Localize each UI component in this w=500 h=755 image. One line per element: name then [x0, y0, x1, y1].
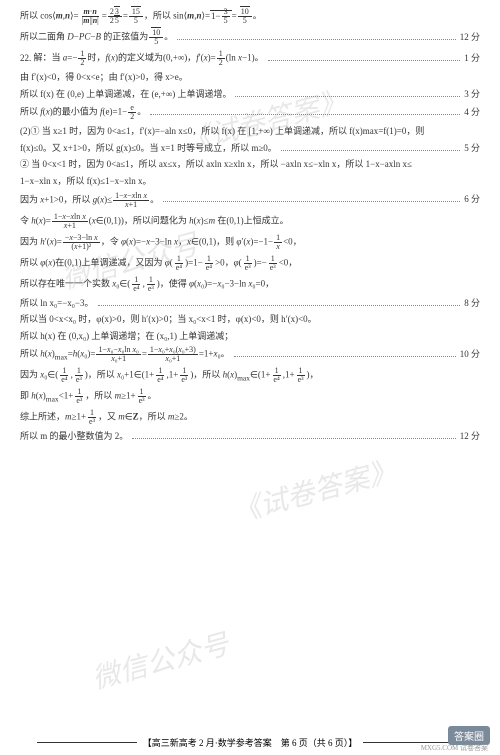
text-line: 所以 h(x) 在 (0,x₀) 上单调递增；在 (x₀,1) 上单调递减； [20, 330, 480, 343]
score-mark: 12 分 [460, 430, 480, 443]
line-content: 由 f′(x)<0，得 0<x<e；由 f′(x)>0，得 x>e。 [20, 71, 480, 84]
text-line: 所以 φ(x)在(0,1)上单调递减，又因为 φ(1e⁴)=1−1e⁴>0，φ(… [20, 255, 480, 272]
text-line: 所以 f(x) 在 (0,e) 上单调递减，在 (e,+∞) 上单调递增。 3 … [20, 88, 480, 101]
line-content: (2)① 当 x≥1 时，因为 0<a≤1，f′(x)=−aln x≤0，所以 … [20, 125, 480, 138]
watermark-text: 微信公众号 [87, 623, 233, 698]
site-badge-sub: MXG5.COM 试卷答案 [421, 743, 488, 753]
dot-leader [281, 144, 460, 151]
text-line: 所以当 0<x<x₀ 时，φ(x)>0，则 h′(x)>0；当 x₀<x<1 时… [20, 313, 480, 326]
dot-leader [177, 33, 456, 40]
line-content: 所以 cos⟨m,n⟩=m·n|m||n|=2325=155，所以 sin⟨m,… [20, 8, 262, 25]
line-content: 所以 h(x) 在 (0,x₀) 上单调递增；在 (x₀,1) 上单调递减； [20, 330, 480, 343]
dot-leader [234, 350, 456, 357]
line-content: 所以 φ(x)在(0,1)上单调递减，又因为 φ(1e⁴)=1−1e⁴>0，φ(… [20, 255, 480, 272]
text-line: ② 当 0<x<1 时，因为 0<a≤1，所以 ax≤x，所以 axln x≥x… [20, 158, 480, 171]
line-content: 令 h(x)=1−x−xln xx+1(x∈(0,1))，所以问题化为 h(x)… [20, 213, 480, 230]
footer-text: 【高三新高考 2 月·数学参考答案 第 6 页（共 6 页）】 [143, 736, 358, 749]
line-content: 因为 x₀∈(1e⁴,1e³)，所以 x₀+1∈(1+1e⁴,1+1e³)，所以… [20, 367, 480, 384]
score-mark: 6 分 [464, 193, 480, 206]
text-line: 综上所述，m≥1+1e³，又 m∈Z，所以 m≥2。 [20, 409, 480, 426]
answer-page: 所以 cos⟨m,n⟩=m·n|m||n|=2325=155，所以 sin⟨m,… [0, 0, 500, 455]
line-content: f(x)≤0。又 x+1>0，所以 g(x)≤0。当 x=1 时等号成立，所以 … [20, 142, 277, 155]
text-line: 所以 ln x₀=−x₀−3。 8 分 [20, 297, 480, 310]
line-content: 综上所述，m≥1+1e³，又 m∈Z，所以 m≥2。 [20, 409, 480, 426]
text-line: (2)① 当 x≥1 时，因为 0<a≤1，f′(x)=−aln x≤0，所以 … [20, 125, 480, 138]
score-mark: 4 分 [464, 106, 480, 119]
line-content: 所以当 0<x<x₀ 时，φ(x)>0，则 h′(x)>0；当 x₀<x<1 时… [20, 313, 480, 326]
text-line: 因为 h′(x)=−x−3−ln x(x+1)²，令 φ(x)=−x−3−ln … [20, 234, 480, 251]
footer-rule [37, 742, 137, 743]
dot-leader [150, 108, 460, 115]
text-line: 所以 f(x)的最小值为 f(e)=1−e2。 4 分 [20, 104, 480, 121]
text-line: 令 h(x)=1−x−xln xx+1(x∈(0,1))，所以问题化为 h(x)… [20, 213, 480, 230]
score-mark: 1 分 [464, 52, 480, 65]
text-line: 1−x−xln x，所以 f(x)≤1−x−xln x。 [20, 175, 480, 188]
text-line: 所以存在唯一一个实数 x₀∈(1e⁴,1e³)，使得 φ(x₀)=−x₀−3−l… [20, 276, 480, 293]
text-line: 因为 x+1>0，所以 g(x)≤1−x−xln xx+1。 6 分 [20, 192, 480, 209]
line-content: 所以存在唯一一个实数 x₀∈(1e⁴,1e³)，使得 φ(x₀)=−x₀−3−l… [20, 276, 480, 293]
score-mark: 3 分 [464, 88, 480, 101]
text-line: 所以 cos⟨m,n⟩=m·n|m||n|=2325=155，所以 sin⟨m,… [20, 8, 480, 25]
dot-leader [132, 432, 455, 439]
score-mark: 5 分 [464, 142, 480, 155]
dot-leader [268, 54, 461, 61]
text-line: 所以二面角 D−PC−B 的正弦值为105。 12 分 [20, 29, 480, 46]
text-line: 所以 h(x)max=h(x₀)=1−x₀−x₀ln x₀x₀+1=1−x₀+x… [20, 346, 480, 363]
text-line: 22. 解：当 a=−12时，f(x)的定义域为(0,+∞)，f′(x)=12(… [20, 50, 480, 67]
dot-leader [98, 299, 461, 306]
score-mark: 8 分 [464, 297, 480, 310]
text-line: 即 h(x)max<1+1e³，所以 m≥1+1e³。 [20, 388, 480, 405]
text-line: 所以 m 的最小整数值为 2。 12 分 [20, 430, 480, 443]
score-mark: 12 分 [460, 31, 480, 44]
watermark-text: 《试卷答案》 [228, 449, 401, 531]
text-line: 由 f′(x)<0，得 0<x<e；由 f′(x)>0，得 x>e。 [20, 71, 480, 84]
line-content: 所以 m 的最小整数值为 2。 [20, 430, 128, 443]
line-content: 所以 f(x)的最小值为 f(e)=1−e2。 [20, 104, 146, 121]
dot-leader [163, 195, 460, 202]
line-content: 所以 f(x) 在 (0,e) 上单调递减，在 (e,+∞) 上单调递增。 [20, 88, 231, 101]
score-mark: 10 分 [460, 348, 480, 361]
line-content: 22. 解：当 a=−12时，f(x)的定义域为(0,+∞)，f′(x)=12(… [20, 50, 264, 67]
line-content: 因为 h′(x)=−x−3−ln x(x+1)²，令 φ(x)=−x−3−ln … [20, 234, 480, 251]
line-content: 即 h(x)max<1+1e³，所以 m≥1+1e³。 [20, 388, 480, 405]
line-content: 所以 h(x)max=h(x₀)=1−x₀−x₀ln x₀x₀+1=1−x₀+x… [20, 346, 230, 363]
dot-leader [235, 90, 460, 97]
text-line: f(x)≤0。又 x+1>0，所以 g(x)≤0。当 x=1 时等号成立，所以 … [20, 142, 480, 155]
line-content: 所以二面角 D−PC−B 的正弦值为105。 [20, 29, 173, 46]
line-content: 1−x−xln x，所以 f(x)≤1−x−xln x。 [20, 175, 480, 188]
text-line: 因为 x₀∈(1e⁴,1e³)，所以 x₀+1∈(1+1e⁴,1+1e³)，所以… [20, 367, 480, 384]
line-content: 因为 x+1>0，所以 g(x)≤1−x−xln xx+1。 [20, 192, 159, 209]
line-content: ② 当 0<x<1 时，因为 0<a≤1，所以 ax≤x，所以 axln x≥x… [20, 158, 480, 171]
line-content: 所以 ln x₀=−x₀−3。 [20, 297, 94, 310]
